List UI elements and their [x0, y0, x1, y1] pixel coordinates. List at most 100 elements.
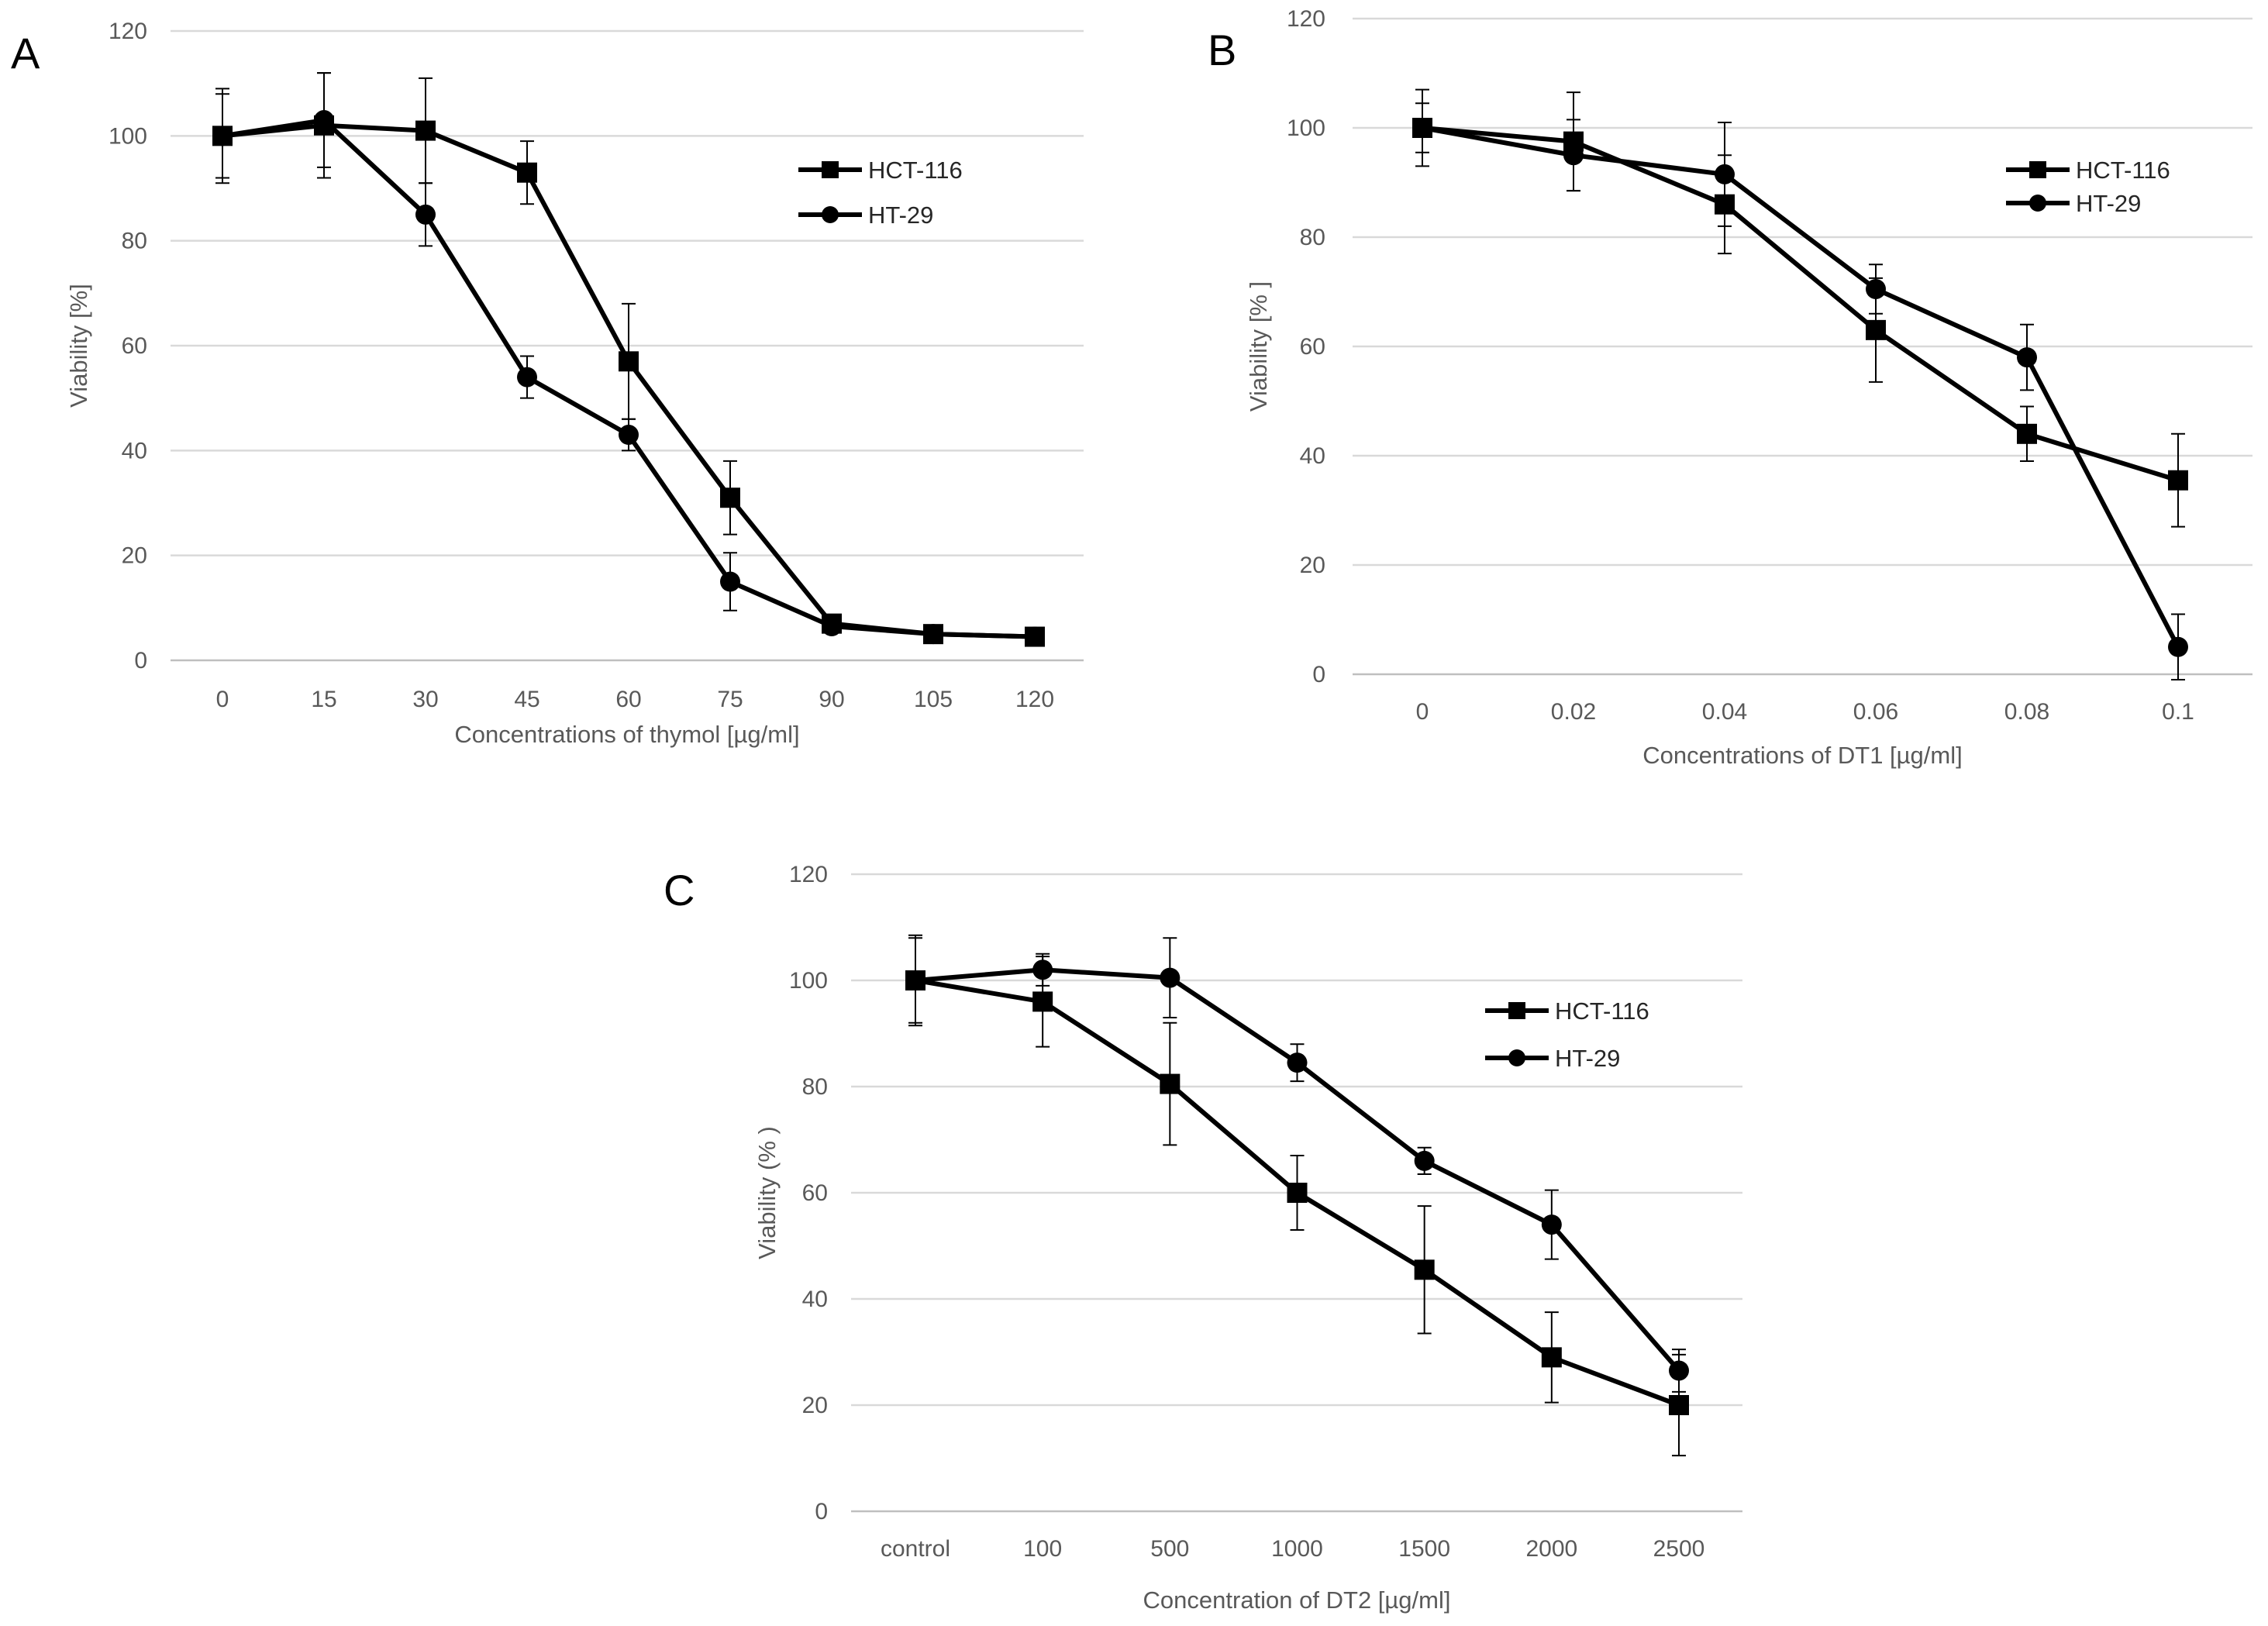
- x-tick-label: 0: [216, 687, 229, 712]
- y-tick-label: 120: [789, 862, 828, 887]
- data-point-circle: [314, 110, 334, 131]
- data-point-square: [517, 162, 537, 183]
- y-tick-label: 100: [1287, 115, 1325, 141]
- legend-marker-square: [2029, 161, 2046, 178]
- x-tick-label: 0.1: [2162, 699, 2194, 725]
- y-axis-title: Viability (% ): [753, 1126, 781, 1259]
- data-point-circle: [619, 425, 639, 446]
- x-tick-label: 75: [717, 687, 743, 712]
- y-tick-label: 60: [122, 333, 147, 359]
- legend-marker-square: [1508, 1002, 1525, 1019]
- x-tick-label: 100: [1023, 1536, 1062, 1562]
- data-point-square: [1032, 991, 1053, 1012]
- y-tick-label: 40: [1300, 443, 1325, 469]
- data-point-circle: [1414, 1150, 1435, 1171]
- y-tick-label: 80: [122, 229, 147, 254]
- data-point-circle: [1287, 1052, 1308, 1073]
- x-tick-label: 1500: [1398, 1536, 1450, 1562]
- x-tick-label: 15: [311, 687, 336, 712]
- legend-label: HCT-116: [1555, 997, 1649, 1025]
- panel-label: A: [11, 29, 40, 78]
- x-tick-label: 45: [514, 687, 539, 712]
- x-tick-label: 2500: [1653, 1536, 1705, 1562]
- legend-label: HCT-116: [868, 157, 963, 184]
- y-tick-label: 60: [1300, 334, 1325, 360]
- y-tick-label: 20: [802, 1393, 828, 1418]
- data-point-circle: [720, 571, 740, 592]
- x-tick-label: 120: [1015, 687, 1054, 712]
- y-tick-label: 80: [802, 1074, 828, 1100]
- data-point-square: [1669, 1395, 1689, 1415]
- data-point-square: [1414, 1259, 1435, 1280]
- x-axis-title: Concentrations of thymol [µg/ml]: [454, 721, 799, 748]
- data-point-square: [2017, 423, 2037, 444]
- y-tick-label: 40: [802, 1287, 828, 1312]
- legend-marker-circle: [2029, 195, 2046, 212]
- x-tick-label: 0.08: [2004, 699, 2049, 725]
- data-point-square: [1541, 1347, 1562, 1368]
- data-point-circle: [1025, 626, 1045, 647]
- y-axis-title: Viability [% ]: [1245, 281, 1272, 412]
- x-axis-title: Concentrations of DT1 [µg/ml]: [1642, 742, 1962, 769]
- data-point-square: [1287, 1183, 1308, 1203]
- data-point-circle: [905, 970, 925, 990]
- data-point-square: [720, 487, 740, 508]
- x-tick-label: control: [881, 1536, 950, 1562]
- data-point-circle: [1563, 145, 1584, 166]
- x-tick-label: 0.02: [1551, 699, 1596, 725]
- panel-b: B 0 20 40 60 80 100 120 0 0.02 0.04 0.06 0.08 0.1 Conc…: [1208, 6, 2252, 769]
- panel-label: B: [1208, 26, 1236, 74]
- legend-marker-square: [822, 161, 839, 178]
- y-tick-label: 100: [109, 123, 147, 149]
- x-tick-label: 2000: [1525, 1536, 1577, 1562]
- panel-c: C 0 20 40 60 80 100 120 control 100 500 1000 1500 200…: [664, 862, 1742, 1614]
- panel-label: C: [664, 866, 695, 915]
- y-tick-label: 20: [1300, 553, 1325, 578]
- legend-label: HT-29: [1555, 1045, 1620, 1072]
- x-tick-label: 30: [412, 687, 438, 712]
- data-point-circle: [1715, 164, 1735, 184]
- series-line: [1422, 126, 2180, 649]
- data-point-circle: [415, 204, 436, 225]
- data-point-circle: [1669, 1360, 1689, 1381]
- y-tick-label: 60: [802, 1180, 828, 1206]
- y-tick-label: 0: [134, 648, 147, 673]
- data-point-circle: [517, 367, 537, 388]
- y-tick-label: 0: [1312, 662, 1325, 687]
- x-tick-label: 0.06: [1853, 699, 1898, 725]
- x-tick-label: 500: [1150, 1536, 1189, 1562]
- legend-label: HT-29: [868, 202, 933, 229]
- legend-marker-circle: [1508, 1049, 1525, 1066]
- legend-marker-circle: [822, 206, 839, 223]
- legend-label: HT-29: [2076, 190, 2141, 217]
- data-point-square: [619, 351, 639, 372]
- series-line: [1422, 126, 2179, 483]
- series-ht-29: [905, 937, 1689, 1393]
- data-point-square: [2168, 470, 2188, 491]
- data-point-circle: [1866, 278, 1886, 299]
- x-tick-label: 90: [819, 687, 844, 712]
- data-point-square: [1160, 1073, 1181, 1094]
- data-point-circle: [212, 126, 233, 146]
- y-tick-label: 120: [1287, 6, 1325, 32]
- legend-label: HCT-116: [2076, 157, 2170, 184]
- y-tick-label: 80: [1300, 225, 1325, 250]
- data-point-circle: [2017, 347, 2037, 368]
- y-tick-label: 0: [815, 1499, 828, 1524]
- y-tick-label: 20: [122, 543, 147, 569]
- data-point-square: [1866, 319, 1886, 340]
- x-tick-label: 1000: [1271, 1536, 1323, 1562]
- data-point-circle: [822, 616, 842, 637]
- x-tick-label: 105: [914, 687, 953, 712]
- data-point-square: [415, 120, 436, 141]
- data-point-circle: [923, 624, 943, 645]
- x-axis-title: Concentration of DT2 [µg/ml]: [1143, 1586, 1451, 1614]
- data-point-circle: [1541, 1214, 1562, 1235]
- series-hct-116: [1412, 88, 2188, 528]
- data-point-circle: [1412, 118, 1432, 138]
- series-ht-29: [1412, 102, 2188, 681]
- x-tick-label: 0.04: [1702, 699, 1747, 725]
- data-point-circle: [1160, 967, 1181, 988]
- series-ht-29: [212, 72, 1045, 647]
